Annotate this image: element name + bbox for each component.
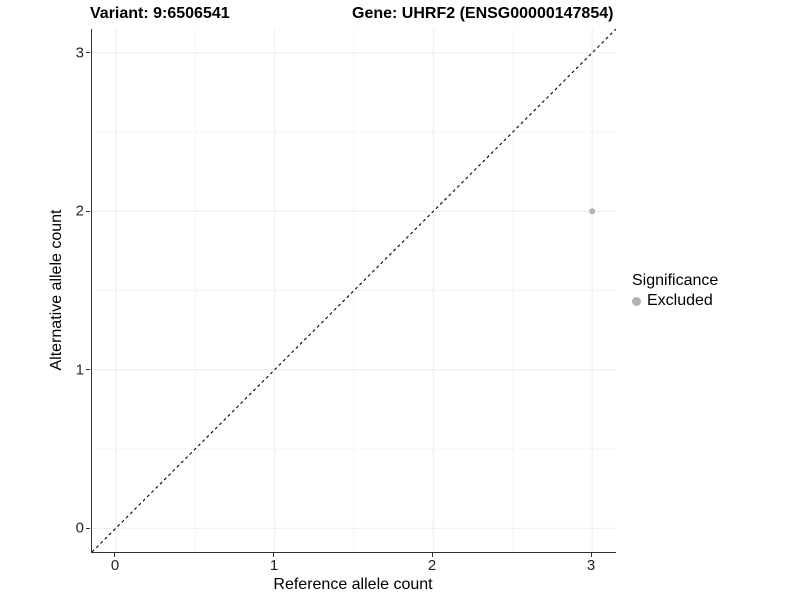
x-tick-label: 0 <box>110 557 120 574</box>
y-tick <box>86 211 90 212</box>
plot-area-svg <box>92 29 616 552</box>
y-tick-label: 1 <box>75 361 84 379</box>
y-axis-title: Alternative allele count <box>48 209 65 371</box>
plot-panel <box>91 29 616 553</box>
y-tick-label: 3 <box>75 44 84 62</box>
legend-item-label: Excluded <box>647 292 713 309</box>
y-tick <box>86 369 90 370</box>
y-tick-label: 0 <box>75 519 84 537</box>
variant-title: Variant: 9:6506541 <box>90 5 230 22</box>
x-tick <box>273 553 274 557</box>
legend-title: Significance <box>632 272 719 289</box>
x-tick-label: 3 <box>586 557 596 574</box>
x-tick-label: 2 <box>427 557 437 574</box>
x-tick <box>114 553 115 557</box>
data-point <box>589 208 596 215</box>
y-tick <box>86 528 90 529</box>
y-tick <box>86 52 90 53</box>
legend: Significance Excluded <box>632 271 718 310</box>
x-tick <box>591 553 592 557</box>
x-tick <box>432 553 433 557</box>
y-tick-label: 2 <box>75 202 84 220</box>
excluded-point-icon <box>632 296 641 306</box>
x-tick-label: 1 <box>269 557 279 574</box>
x-axis-title: Reference allele count <box>273 576 433 593</box>
legend-item-excluded: Excluded <box>632 292 718 310</box>
gene-title: Gene: UHRF2 (ENSG00000147854) <box>352 5 614 22</box>
